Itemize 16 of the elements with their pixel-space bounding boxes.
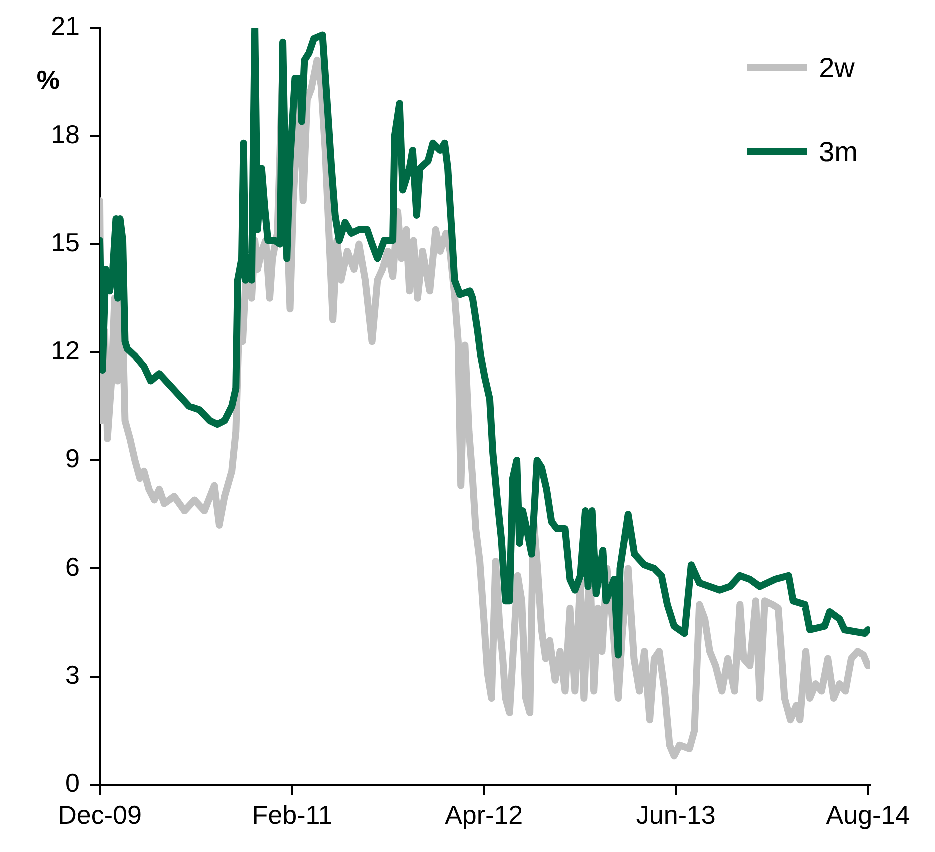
x-tick-label: Apr-12 (445, 800, 524, 830)
y-tick-label: 6 (66, 552, 80, 582)
y-axis-title: % (36, 65, 60, 96)
x-tick-label: Feb-11 (252, 800, 333, 830)
x-tick-label: Dec-09 (58, 800, 142, 830)
y-tick-label: 0 (66, 768, 80, 798)
legend-label: 2w (819, 52, 856, 84)
y-tick-label: 9 (66, 444, 80, 474)
y-tick-label: 21 (51, 11, 80, 42)
x-tick-label: Aug-14 (826, 800, 910, 830)
y-tick-label: 12 (51, 336, 80, 366)
y-tick-label: 3 (66, 660, 80, 690)
legend-label: 3m (819, 136, 858, 168)
x-tick-label: Jun-13 (636, 800, 716, 830)
y-tick-label: 18 (51, 119, 80, 150)
y-tick-label: 15 (51, 227, 80, 258)
